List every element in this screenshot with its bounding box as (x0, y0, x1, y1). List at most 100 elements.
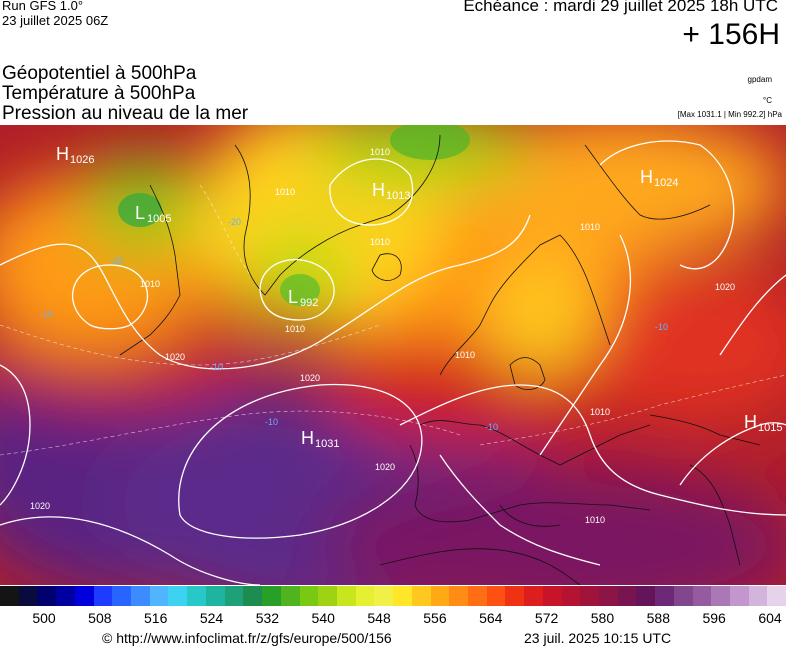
color-scale-label: 572 (534, 610, 559, 626)
weather-map: H 1026 H 1013 H 1024 H 1031 H 1015 L 100… (0, 125, 786, 585)
svg-text:H: H (56, 144, 69, 164)
color-scale-label: 588 (646, 610, 670, 626)
color-scale-label: 596 (702, 610, 726, 626)
isotherm-label: -10 (210, 362, 223, 372)
author-label: gpdam (747, 75, 772, 84)
color-swatch (467, 586, 487, 606)
color-swatch (730, 586, 749, 606)
color-scale-label: 532 (255, 610, 280, 626)
color-swatch (131, 586, 150, 606)
color-scale-label: 548 (367, 610, 391, 626)
color-scale-label: 540 (311, 610, 335, 626)
color-swatch (711, 586, 731, 606)
color-swatch (430, 586, 450, 606)
isobar-label: 1010 (455, 350, 475, 360)
isotherm-label: -20 (110, 256, 123, 266)
isobar-label: 1020 (165, 352, 185, 362)
svg-text:L: L (288, 287, 298, 307)
valid-time: Echéance : mardi 29 juillet 2025 18h UTC (463, 0, 778, 15)
high-pressure-center: H 1013 (372, 180, 410, 202)
isobar-label: 1020 (30, 501, 50, 511)
svg-text:1005: 1005 (147, 213, 171, 225)
color-scale-label: 508 (88, 610, 112, 626)
color-scale-label: 580 (590, 610, 615, 626)
svg-text:992: 992 (300, 297, 318, 309)
color-swatch (355, 586, 375, 606)
color-swatch (168, 586, 188, 606)
coastlines (119, 134, 761, 585)
color-scale (0, 586, 786, 606)
color-swatch (449, 586, 468, 606)
color-scale-label: 500 (32, 610, 56, 626)
color-swatch (561, 586, 581, 606)
high-pressure-center: H 1015 (744, 412, 782, 434)
isotherms (0, 184, 786, 456)
isobar-label: 1020 (715, 282, 735, 292)
copyright-link[interactable]: © http://www.infoclimat.fr/z/gfs/europe/… (102, 630, 392, 646)
run-title: Run GFS 1.0° (2, 0, 84, 13)
color-swatch (187, 586, 206, 606)
svg-text:H: H (301, 428, 314, 448)
isobar-label: 1010 (370, 237, 390, 247)
isotherm-label: -10 (40, 309, 53, 319)
color-swatch (280, 586, 300, 606)
color-scale-label: 556 (423, 610, 447, 626)
geopotential-field (0, 125, 786, 585)
parameter-pressure: Pression au niveau de la mer (2, 103, 249, 124)
color-swatch (505, 586, 525, 606)
color-swatch (636, 586, 656, 606)
high-pressure-center: H 1024 (640, 167, 678, 189)
low-pressure-center: L 992 (288, 287, 318, 309)
isobar-label: 1010 (370, 147, 390, 157)
svg-text:H: H (640, 167, 653, 187)
temperature-unit: °C (763, 96, 772, 105)
svg-text:1024: 1024 (654, 177, 678, 189)
svg-text:H: H (372, 180, 385, 200)
color-swatch (655, 586, 674, 606)
color-swatch (18, 586, 38, 606)
svg-text:H: H (744, 412, 757, 432)
color-swatch (393, 586, 412, 606)
isobar-label: 1010 (285, 324, 305, 334)
run-date: 23 juillet 2025 06Z (2, 13, 109, 28)
isotherm-labels: -20 -20 -10 -10 -10 -10 -10 (40, 217, 668, 432)
color-swatch (542, 586, 562, 606)
color-swatch (411, 586, 431, 606)
isobars (0, 140, 786, 585)
isobar-label: 1010 (275, 187, 295, 197)
color-swatch (56, 586, 75, 606)
isobar-label: 1020 (300, 373, 320, 383)
color-swatch (318, 586, 337, 606)
color-swatch (74, 586, 94, 606)
issue-time: 23 juil. 2025 10:15 UTC (524, 630, 672, 646)
color-swatch (336, 586, 356, 606)
color-swatch (524, 586, 543, 606)
high-pressure-center: H 1026 (56, 144, 94, 166)
svg-text:1031: 1031 (315, 438, 339, 450)
color-swatch (767, 586, 786, 606)
color-swatch (37, 586, 57, 606)
lead-time: + 156H (682, 18, 780, 51)
pressure-extremes: [Max 1031.1 | Min 992.2] hPa (677, 110, 782, 119)
color-swatch (486, 586, 506, 606)
color-swatch (243, 586, 263, 606)
color-swatch (673, 586, 693, 606)
isotherm-label: -10 (655, 322, 668, 332)
svg-text:1013: 1013 (386, 190, 410, 202)
low-pressure-center: L 1005 (135, 203, 171, 225)
isobar-label: 1010 (580, 222, 600, 232)
color-swatch (0, 586, 19, 606)
color-swatch (374, 586, 394, 606)
color-swatch (599, 586, 618, 606)
svg-text:1015: 1015 (758, 422, 782, 434)
color-swatch (748, 586, 768, 606)
isotherm-label: -10 (265, 417, 278, 427)
high-pressure-center: H 1031 (301, 428, 339, 450)
parameter-temperature: Température à 500hPa (2, 83, 196, 104)
color-swatch (149, 586, 169, 606)
color-swatch (224, 586, 244, 606)
isobar-label: 1010 (140, 279, 160, 289)
isobar-label: 1010 (590, 407, 610, 417)
color-scale-label: 564 (479, 610, 503, 626)
svg-text:L: L (135, 203, 145, 223)
